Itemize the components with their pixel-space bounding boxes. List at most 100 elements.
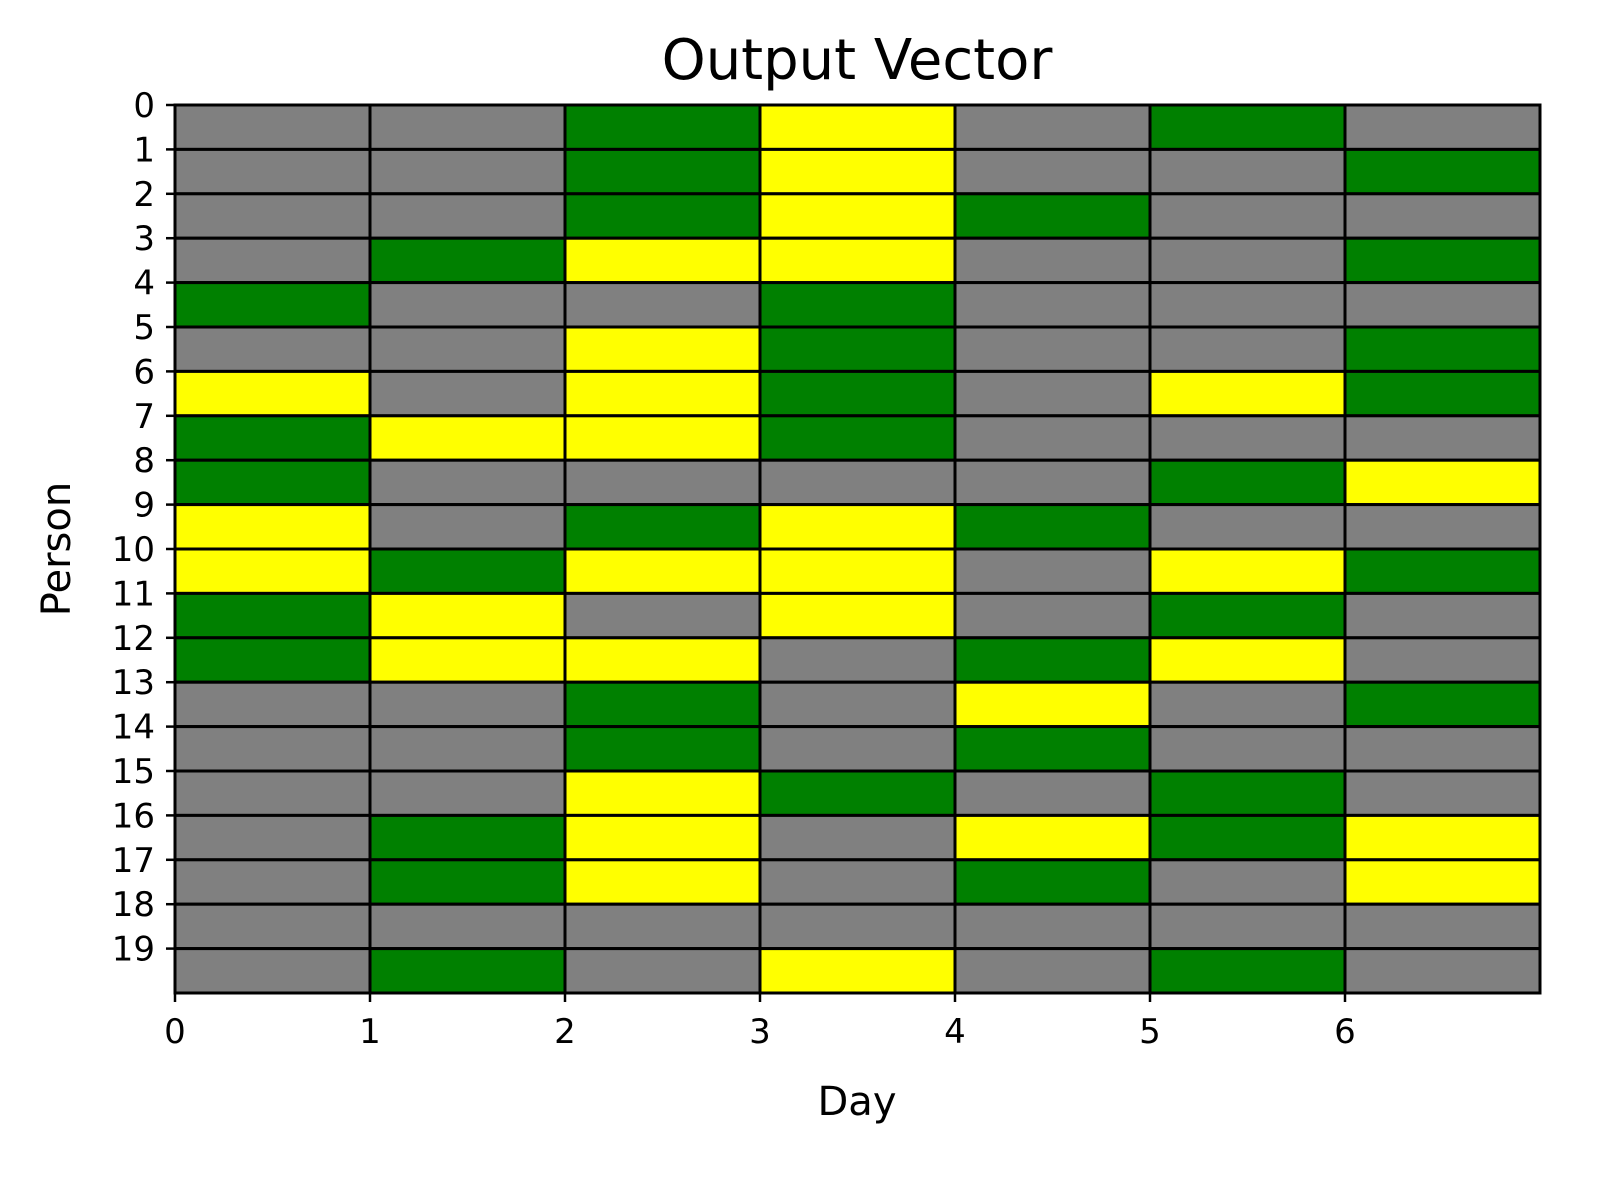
heatmap-cell xyxy=(173,858,372,906)
heatmap-cell xyxy=(173,192,372,240)
heatmap-cell xyxy=(368,858,567,906)
heatmap-cell xyxy=(758,369,957,418)
heatmap-cell xyxy=(758,636,957,684)
x-tick-label: 4 xyxy=(944,1012,966,1052)
heatmap-cell xyxy=(1343,813,1542,862)
heatmap-cell xyxy=(1343,547,1542,595)
heatmap-cell xyxy=(953,369,1152,418)
x-tick-label: 1 xyxy=(359,1012,381,1052)
heatmap-cell xyxy=(368,458,567,507)
heatmap-cell xyxy=(758,414,957,462)
heatmap-cell xyxy=(173,947,372,995)
heatmap-cell xyxy=(563,236,762,285)
heatmap-cell xyxy=(1148,636,1347,684)
heatmap-cell xyxy=(1148,236,1347,285)
heatmap-cell xyxy=(173,547,372,595)
heatmap-cell xyxy=(368,636,567,684)
heatmap-cell xyxy=(563,103,762,151)
heatmap-cell xyxy=(563,769,762,817)
heatmap-cell xyxy=(368,547,567,595)
y-axis-label: Person xyxy=(34,482,80,616)
heatmap-cell xyxy=(173,813,372,862)
heatmap-cell xyxy=(758,725,957,773)
heatmap-cell xyxy=(953,725,1152,773)
heatmap-cell xyxy=(758,458,957,507)
heatmap-cell xyxy=(758,281,957,329)
y-tick-label: 0 xyxy=(133,86,155,126)
heatmap-cell xyxy=(563,725,762,773)
heatmap-cell xyxy=(758,858,957,906)
heatmap-cell xyxy=(563,369,762,418)
heatmap-cell xyxy=(1343,503,1542,551)
heatmap-cell xyxy=(563,591,762,640)
y-tick-label: 13 xyxy=(112,663,155,703)
heatmap-cell xyxy=(1343,591,1542,640)
heatmap-cell xyxy=(1148,769,1347,817)
x-tick-label: 2 xyxy=(554,1012,576,1052)
heatmap-cell xyxy=(563,547,762,595)
heatmap-cell xyxy=(563,902,762,951)
heatmap-cell xyxy=(953,858,1152,906)
heatmap-cell xyxy=(953,325,1152,373)
heatmap-cell xyxy=(563,680,762,729)
heatmap-cell xyxy=(953,547,1152,595)
y-tick-label: 1 xyxy=(133,130,155,170)
y-tick-label: 7 xyxy=(133,397,155,437)
heatmap-cell xyxy=(368,236,567,285)
heatmap-cell xyxy=(368,680,567,729)
heatmap-cell xyxy=(1148,591,1347,640)
heatmap-cell xyxy=(1343,858,1542,906)
heatmap-cell xyxy=(1148,725,1347,773)
heatmap-cell xyxy=(758,147,957,196)
heatmap-cell xyxy=(563,147,762,196)
y-tick-label: 5 xyxy=(133,308,155,348)
heatmap-cell xyxy=(173,458,372,507)
heatmap-cell xyxy=(1148,547,1347,595)
heatmap-cell xyxy=(368,325,567,373)
heatmap-cell xyxy=(173,769,372,817)
y-tick-label: 12 xyxy=(112,619,155,659)
heatmap-cell xyxy=(953,636,1152,684)
heatmap-cell xyxy=(1343,725,1542,773)
heatmap-cell xyxy=(953,147,1152,196)
heatmap-cell xyxy=(953,281,1152,329)
heatmap-cell xyxy=(368,281,567,329)
heatmap-cell xyxy=(563,858,762,906)
heatmap-cell xyxy=(563,503,762,551)
y-tick-label: 6 xyxy=(133,352,155,392)
x-tick-label: 6 xyxy=(1334,1012,1356,1052)
y-tick-label: 2 xyxy=(133,175,155,215)
heatmap-cell xyxy=(953,680,1152,729)
heatmap-cell xyxy=(368,813,567,862)
heatmap-cell xyxy=(1148,813,1347,862)
heatmap-cell xyxy=(368,503,567,551)
heatmap-cell xyxy=(1148,369,1347,418)
heatmap-cell xyxy=(1343,458,1542,507)
heatmap-cell xyxy=(563,192,762,240)
y-tick-label: 11 xyxy=(112,574,155,614)
y-tick-label: 3 xyxy=(133,219,155,259)
heatmap-cell xyxy=(173,103,372,151)
heatmap-cell xyxy=(1343,902,1542,951)
heatmap-cell xyxy=(758,591,957,640)
heatmap-cell xyxy=(173,236,372,285)
heatmap-cell xyxy=(368,414,567,462)
heatmap-cell xyxy=(758,236,957,285)
y-tick-label: 19 xyxy=(112,930,155,970)
heatmap-cell xyxy=(953,813,1152,862)
heatmap-cell xyxy=(563,813,762,862)
y-tick-label: 8 xyxy=(133,441,155,481)
heatmap-cell xyxy=(173,369,372,418)
heatmap-cell xyxy=(563,458,762,507)
y-tick-label: 17 xyxy=(112,841,155,881)
heatmap-cell xyxy=(953,769,1152,817)
heatmap-cell xyxy=(1148,414,1347,462)
heatmap-cell xyxy=(368,591,567,640)
y-tick-label: 14 xyxy=(112,708,155,748)
heatmap-cell xyxy=(1148,325,1347,373)
heatmap-cell xyxy=(758,547,957,595)
heatmap-cell xyxy=(1148,103,1347,151)
y-tick-label: 15 xyxy=(112,752,155,792)
heatmap-cell xyxy=(1148,680,1347,729)
heatmap-cell xyxy=(1343,192,1542,240)
